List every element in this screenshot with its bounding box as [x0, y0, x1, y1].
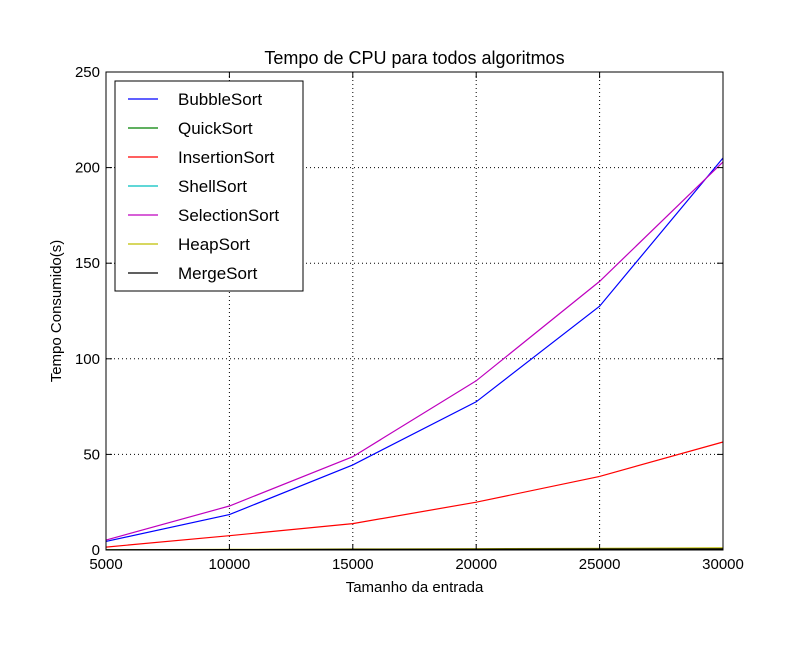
axis-ticks: 5000 10000 15000 20000 25000 30000 0 50 100 150 20…	[75, 64, 744, 573]
legend-label-selectionsort: SelectionSort	[178, 206, 279, 225]
legend-label-shellsort: ShellSort	[178, 177, 247, 196]
x-tick-label: 15000	[332, 556, 374, 573]
x-tick-label: 5000	[89, 556, 122, 573]
x-axis-label: Tamanho da entrada	[346, 579, 484, 596]
series-line-selectionsort	[105, 161, 724, 541]
y-tick-label: 250	[75, 64, 100, 81]
y-axis-label: Tempo Consumido(s)	[48, 240, 65, 383]
y-tick-label: 150	[75, 255, 100, 272]
grid	[106, 72, 723, 550]
x-tick-label: 25000	[579, 556, 621, 573]
chart-title: Tempo de CPU para todos algoritmos	[264, 48, 564, 68]
legend-label-bubblesort: BubbleSort	[178, 90, 262, 109]
x-tick-label: 20000	[455, 556, 497, 573]
plot-frame	[105, 71, 724, 551]
legend-label-mergesort: MergeSort	[178, 264, 258, 283]
y-tick-label: 200	[75, 160, 100, 177]
x-tick-label: 30000	[702, 556, 744, 573]
y-tick-label: 100	[75, 351, 100, 368]
series-line-bubblesort	[105, 157, 724, 542]
legend-label-quicksort: QuickSort	[178, 119, 253, 138]
legend-label-insertionsort: InsertionSort	[178, 148, 275, 167]
y-tick-label: 0	[92, 542, 100, 559]
legend-label-heapsort: HeapSort	[178, 235, 250, 254]
series-line-insertionsort	[105, 441, 724, 548]
y-tick-label: 50	[83, 446, 100, 463]
x-tick-label: 10000	[209, 556, 251, 573]
legend: BubbleSort QuickSort InsertionSort ShellSor…	[114, 80, 304, 292]
